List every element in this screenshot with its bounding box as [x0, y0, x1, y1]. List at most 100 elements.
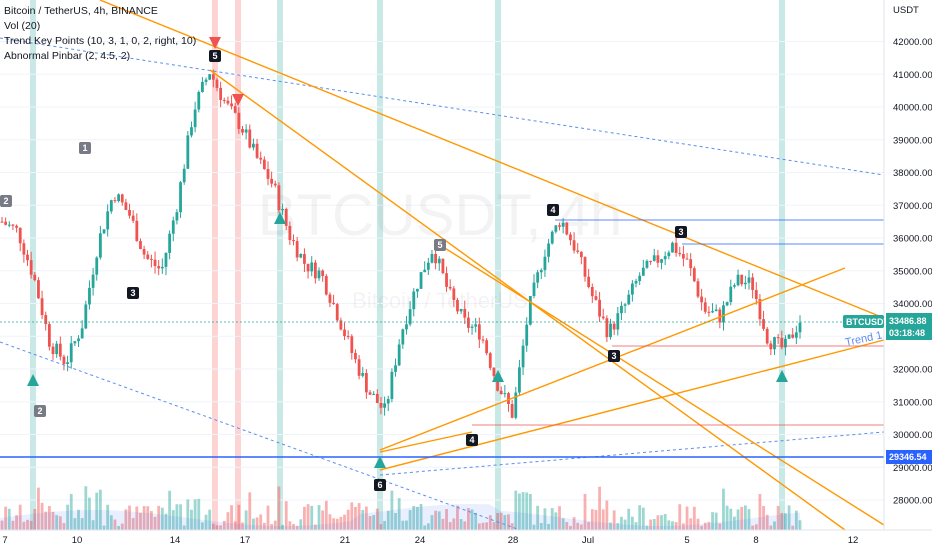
volume-bar [383, 520, 387, 530]
candle-body [634, 280, 638, 284]
volume-bar [798, 520, 802, 530]
candle-body [514, 392, 518, 418]
candle-body [452, 288, 456, 300]
trend-line-lower [439, 244, 885, 526]
volume-bar [379, 524, 383, 530]
candle-body [69, 343, 73, 363]
candle-body [22, 243, 26, 255]
volume-bar [109, 515, 113, 530]
volume-bar [660, 515, 663, 530]
last-price-tag: 33486.88 [889, 316, 927, 326]
candle-body [434, 253, 438, 264]
volume-bar [160, 507, 164, 530]
candle-body [146, 254, 150, 259]
candle-body [784, 338, 787, 348]
candle-body [66, 362, 69, 364]
candle-body [762, 319, 765, 329]
volume-bar [288, 521, 292, 530]
candle-body [95, 257, 99, 275]
volume-bar [284, 501, 288, 530]
marker-2-bottom: 2 [37, 406, 42, 416]
marker-5-mid-bg [434, 239, 446, 251]
volume-bar [88, 497, 91, 530]
volume-bar [131, 518, 135, 530]
candle-body [40, 298, 44, 316]
volume-bar [368, 516, 372, 530]
volume-bar [467, 508, 470, 530]
volume-bar [525, 492, 529, 530]
volume-bar [124, 509, 128, 530]
candle-body [408, 309, 412, 325]
legend-volume[interactable]: Vol (20) [4, 20, 41, 32]
time-tick-label: 24 [415, 535, 426, 546]
volume-bar [408, 510, 412, 530]
volume-bar [190, 509, 193, 530]
volume-bar [481, 522, 485, 530]
volume-bar [361, 509, 365, 530]
candle-body [612, 323, 616, 330]
candle-body [583, 257, 587, 277]
volume-bar [729, 508, 733, 530]
candle-body [656, 255, 660, 263]
volume-bar [576, 522, 580, 530]
candle-body [532, 282, 536, 297]
volume-bar [448, 522, 452, 530]
price-tick-label: 34000.00 [893, 299, 932, 310]
volume-bar [426, 523, 430, 530]
candle-body [445, 273, 448, 287]
candle-body [149, 258, 153, 260]
legend-title[interactable]: Bitcoin / TetherUS, 4h, BINANCE [4, 5, 158, 17]
candle-body [117, 194, 121, 202]
candle-body [281, 208, 284, 211]
candle-body [623, 304, 627, 306]
legend-abnormal-pinbar[interactable]: Abnormal Pinbar (2, 4.5, 2) [4, 50, 131, 62]
volume-bar [37, 487, 40, 530]
candle-body [317, 270, 321, 279]
volume-bar [700, 525, 704, 530]
candle-body [543, 256, 547, 271]
candle-body [470, 326, 474, 328]
candle-body [73, 341, 77, 344]
candle-body [179, 182, 182, 213]
candle-body [7, 224, 11, 226]
volume-bar [714, 512, 718, 530]
marker-1: 1 [82, 143, 87, 153]
volume-bar [499, 512, 503, 530]
candle-body [211, 74, 215, 80]
candle-body [142, 248, 146, 255]
candle-body [332, 302, 335, 305]
volume-bar [157, 505, 161, 530]
candle-body [292, 240, 295, 242]
candle-body [343, 329, 346, 337]
price-tick-label: 40000.00 [893, 103, 932, 114]
volume-bar [583, 493, 587, 530]
volume-bar [211, 523, 215, 530]
volume-bar [459, 519, 463, 530]
candle-body [33, 274, 37, 281]
volume-bar [343, 514, 346, 530]
volume-bar [219, 525, 223, 530]
time-tick-label: 12 [848, 535, 859, 546]
pinbar-up-3 [492, 370, 504, 382]
candle-body [718, 309, 722, 323]
volume-bar [641, 507, 645, 530]
volume-bar [765, 514, 769, 530]
last-price-tag-bg [886, 313, 932, 340]
candle-body [102, 229, 106, 234]
candle-body [645, 260, 649, 268]
marker-3-c-bg [675, 226, 687, 238]
legend-trend-key-points[interactable]: Trend Key Points (10, 3, 1, 0, 2, right,… [4, 35, 197, 47]
candle-body [660, 259, 663, 263]
volume-bar [332, 518, 335, 530]
candle-body [649, 260, 653, 262]
candle-body [692, 268, 696, 282]
candle-body [550, 231, 554, 244]
marker-1-bg [79, 142, 91, 154]
volume-bar [310, 505, 314, 530]
volume-bar [503, 514, 507, 530]
candle-body [350, 336, 354, 353]
volume-bar [113, 519, 117, 530]
signal-band [235, 0, 241, 530]
volume-bar [197, 498, 201, 530]
